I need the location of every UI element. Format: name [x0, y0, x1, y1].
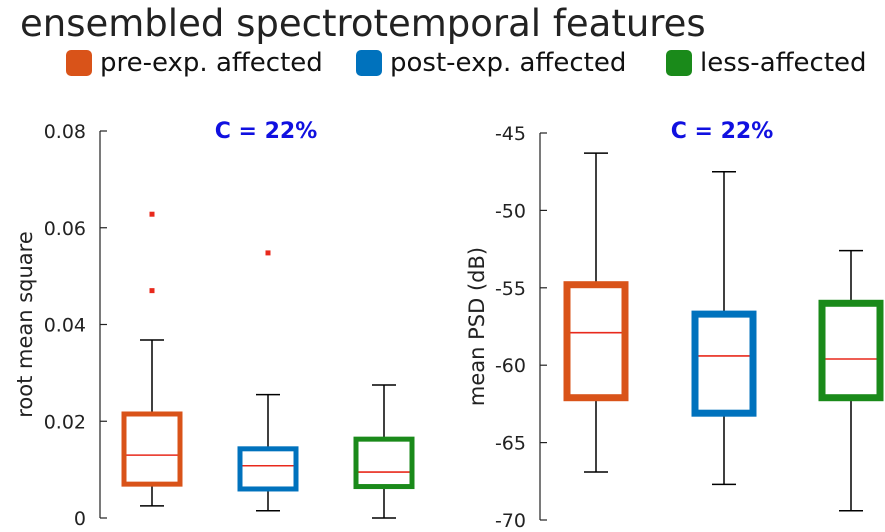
box-rect	[121, 411, 183, 487]
y-tick-label: -45	[495, 123, 526, 145]
y-tick-label: 0.08	[44, 121, 86, 143]
y-tick-label: -50	[495, 200, 526, 222]
chart-2: -70 -65 -60 -55 -50 -45 mean PSD (dB) C = 22%	[465, 119, 884, 532]
y-tick-label: -55	[495, 278, 526, 300]
legend-swatch-less-affected	[666, 50, 692, 76]
outlier-point	[149, 211, 155, 217]
legend-label-less-affected: less-affected	[700, 48, 867, 78]
y-tick-label: -65	[495, 433, 526, 455]
annotation-label: C = 22%	[215, 119, 318, 144]
chart-1: 0 0.02 0.04 0.06 0.08 root mean square C = 22%	[13, 119, 415, 530]
y-tick-label: 0.04	[44, 315, 86, 337]
box-rect	[563, 281, 629, 402]
legend-item-pre-exp: pre-exp. affected	[66, 47, 323, 79]
legend-label-post-exp: post-exp. affected	[390, 48, 627, 78]
box-rect	[818, 299, 884, 402]
legend-item-less-affected: less-affected	[666, 47, 867, 79]
box-rect	[237, 446, 299, 492]
box-3	[353, 384, 415, 519]
legend-label-pre-exp: pre-exp. affected	[100, 48, 323, 78]
annotation-label: C = 22%	[671, 119, 774, 144]
legend-swatch-pre-exp	[66, 50, 92, 76]
y-tick-label: 0.02	[44, 411, 86, 433]
y-tick-label: 0.06	[44, 218, 86, 240]
legend-swatch-post-exp	[356, 50, 382, 76]
y-tick-label: -60	[495, 355, 526, 377]
page-title: ensembled spectrotemporal features	[20, 2, 706, 45]
y-tick-label: -70	[495, 510, 526, 532]
box-1	[121, 211, 183, 507]
y-axis-label: root mean square	[13, 231, 37, 418]
box-rect	[691, 310, 757, 417]
box-rect	[353, 436, 415, 490]
outlier-point	[149, 288, 155, 294]
box-3	[818, 249, 884, 512]
box-1	[563, 152, 629, 473]
y-axis-label: mean PSD (dB)	[465, 247, 489, 406]
box-2	[691, 170, 757, 486]
outlier-point	[265, 250, 271, 256]
legend-item-post-exp: post-exp. affected	[356, 47, 626, 79]
box-2	[237, 250, 299, 512]
y-tick-label: 0	[74, 508, 86, 530]
